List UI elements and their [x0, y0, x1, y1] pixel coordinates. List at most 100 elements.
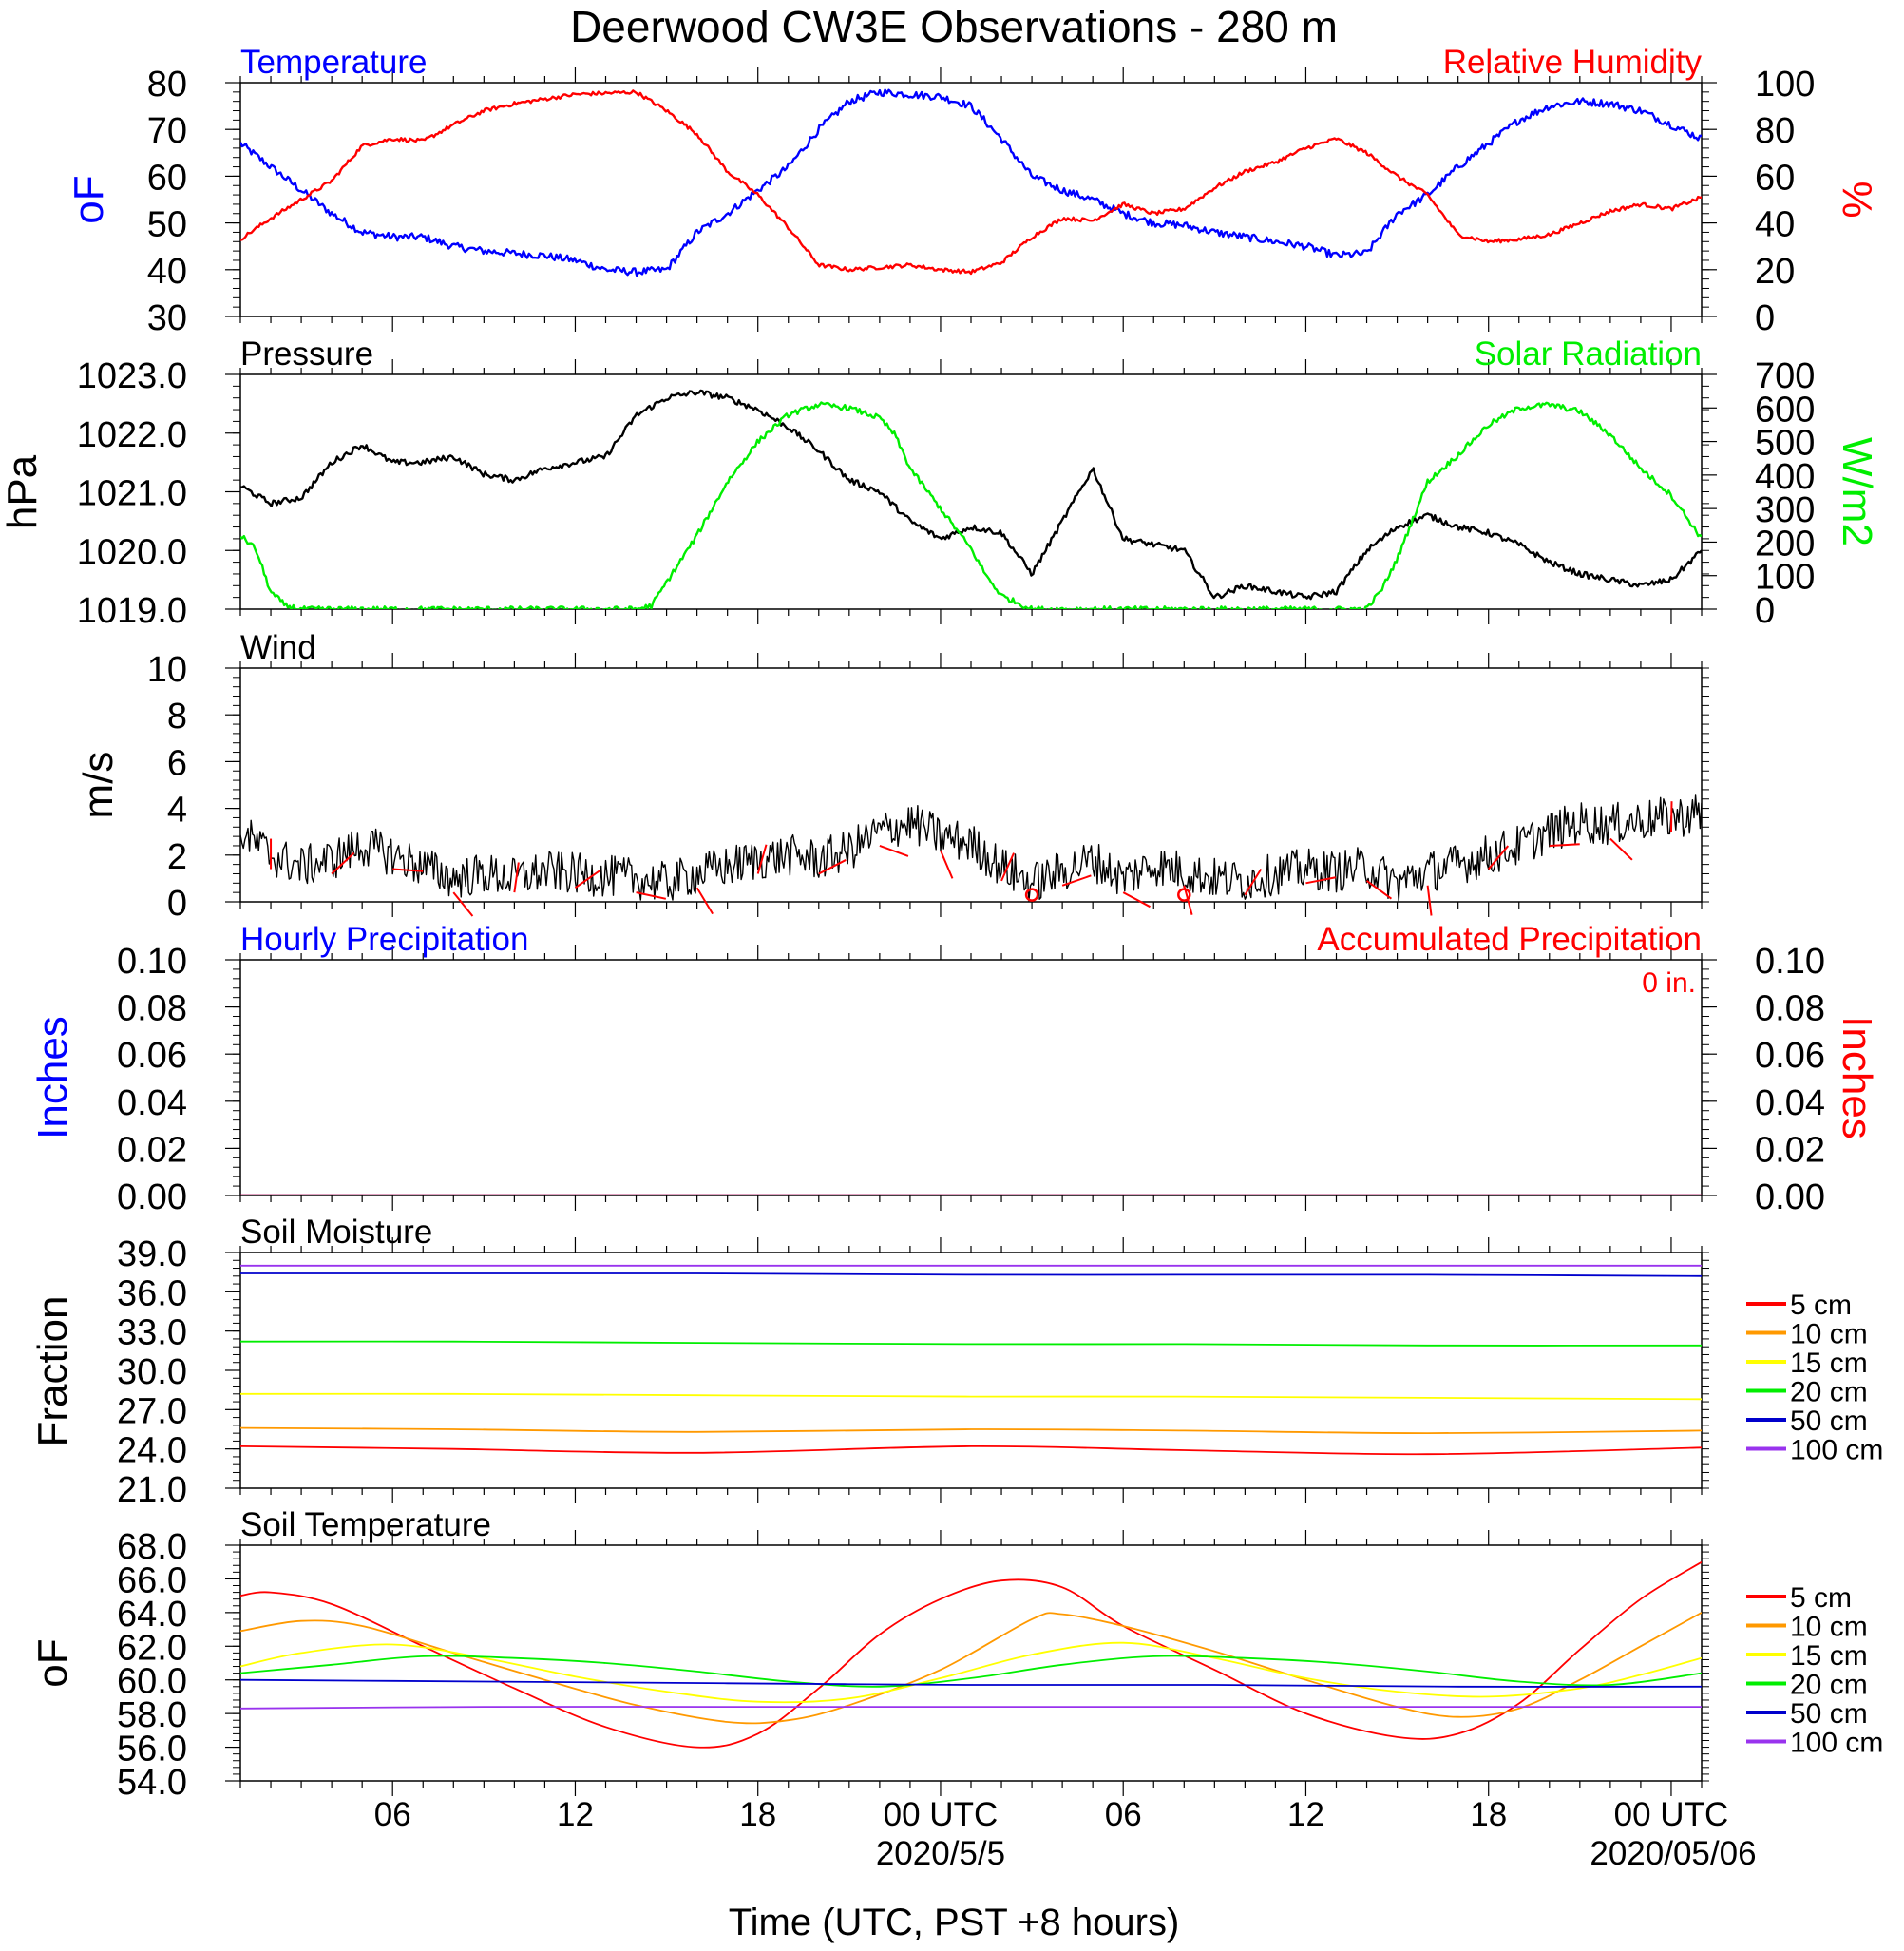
- x-tick-label: 00 UTC: [1614, 1796, 1729, 1833]
- y-tick-label: 80: [147, 65, 187, 105]
- y-tick-label: 10: [147, 650, 187, 690]
- y-tick-label: 6: [167, 743, 187, 783]
- wind-barb: [940, 850, 954, 879]
- x-tick-label: 12: [1287, 1796, 1324, 1833]
- y-right-tick-label: 20: [1755, 252, 1795, 292]
- wind-barb: [1305, 876, 1337, 885]
- panel-label-left: Temperature: [240, 44, 427, 81]
- time-axis-label: Time (UTC, PST +8 hours): [729, 1902, 1180, 1943]
- wind-barb: [574, 870, 601, 889]
- series-line-20-cm: [240, 1340, 1702, 1347]
- y-axis-unit: hPa: [0, 454, 46, 529]
- y-axis-unit-right: %: [1834, 181, 1880, 218]
- panel-label-left: Wind: [240, 629, 316, 666]
- wind-barb: [1365, 880, 1393, 900]
- panel-label-left: Hourly Precipitation: [240, 921, 528, 958]
- y-axis-unit: oF: [29, 1638, 76, 1687]
- series-line-10-cm: [240, 1612, 1702, 1725]
- wind-barb: [1487, 845, 1510, 870]
- y-right-tick-label: 400: [1755, 457, 1815, 497]
- panel-label-right: Accumulated Precipitation: [1317, 921, 1702, 958]
- plot-frame: [239, 959, 1703, 1196]
- series-line-solar-radiation: [240, 401, 1702, 609]
- legend-label: 100 cm: [1790, 1435, 1883, 1466]
- y-tick-label: 66.0: [117, 1560, 187, 1600]
- y-axis-unit: oF: [66, 175, 112, 223]
- y-tick-label: 70: [147, 111, 187, 151]
- panel-label-left: Pressure: [240, 335, 373, 373]
- series-line-10-cm: [240, 1426, 1702, 1434]
- y-right-tick-label: 200: [1755, 524, 1815, 564]
- y-right-tick-label: 0.04: [1755, 1083, 1825, 1123]
- y-tick-label: 1019.0: [77, 591, 187, 631]
- wind-barb: [1669, 801, 1673, 832]
- y-tick-label: 60.0: [117, 1662, 187, 1702]
- x-tick-label: 18: [1470, 1796, 1507, 1833]
- figure-title: Deerwood CW3E Observations - 280 m: [570, 2, 1338, 51]
- y-right-tick-label: 700: [1755, 356, 1815, 396]
- series-line-temperature: [240, 88, 1702, 277]
- y-right-tick-label: 0.02: [1755, 1130, 1825, 1170]
- y-tick-label: 68.0: [117, 1527, 187, 1567]
- series-group: [240, 1264, 1702, 1456]
- legend-label: 50 cm: [1790, 1698, 1868, 1730]
- wind-barb: [1426, 885, 1433, 916]
- y-tick-label: 39.0: [117, 1234, 187, 1274]
- wind-barb: [1609, 837, 1633, 861]
- series-line-50-cm: [240, 1272, 1702, 1277]
- panel-wind: 0 2 4 6 8 10 Wind m/s: [75, 629, 1709, 924]
- y-right-tick-label: 100: [1755, 65, 1815, 105]
- series-group: [240, 794, 1702, 902]
- x-date-label: 2020/05/06: [1590, 1835, 1756, 1872]
- y-tick-label: 4: [167, 791, 187, 831]
- y-tick-label: 36.0: [117, 1273, 187, 1313]
- series-line-20-cm: [240, 1655, 1702, 1688]
- y-tick-label: 27.0: [117, 1391, 187, 1431]
- y-right-tick-label: 100: [1755, 558, 1815, 598]
- y-axis-unit-right: W/m2: [1834, 437, 1880, 546]
- y-tick-label: 62.0: [117, 1628, 187, 1668]
- y-tick-label: 0: [167, 884, 187, 924]
- y-tick-label: 30: [147, 298, 187, 338]
- x-tick-label: 00 UTC: [884, 1796, 999, 1833]
- y-right-tick-label: 60: [1755, 158, 1795, 198]
- panel-temperature-humidity: 30 40 50 60 70 80 0 20 40 60 80 100 Temperature Relat…: [66, 44, 1880, 338]
- calm-marker: [1024, 888, 1039, 902]
- panel-precipitation: 0.00 0.02 0.04 0.06 0.08 0.10 0.00 0.02 0.04 0.06…: [29, 921, 1880, 1217]
- legend-label: 5 cm: [1790, 1582, 1852, 1614]
- legend-label: 10 cm: [1790, 1612, 1868, 1643]
- y-right-tick-label: 0.00: [1755, 1177, 1825, 1217]
- y-axis-unit-right: Inches: [1834, 1016, 1880, 1139]
- panel-soil-temperature: 54.056.058.060.062.064.066.068.0 Soil Tem…: [29, 1506, 1883, 1803]
- series-line-wind: [240, 794, 1702, 902]
- panel-label-left: Soil Temperature: [240, 1506, 491, 1543]
- y-axis-unit: Inches: [29, 1016, 76, 1139]
- plot-frame: [239, 373, 1703, 610]
- x-tick-label: 06: [1105, 1796, 1142, 1833]
- y-tick-label: 1021.0: [77, 474, 187, 514]
- legend-label: 20 cm: [1790, 1377, 1868, 1408]
- y-tick-label: 1020.0: [77, 532, 187, 572]
- y-tick-label: 1023.0: [77, 356, 187, 396]
- legend-label: 5 cm: [1790, 1290, 1852, 1321]
- y-tick-label: 56.0: [117, 1730, 187, 1769]
- y-tick-label: 50: [147, 205, 187, 245]
- y-axis-unit: Fraction: [29, 1296, 76, 1447]
- y-tick-label: 8: [167, 697, 187, 736]
- wind-barb: [1244, 868, 1263, 896]
- y-tick-label: 0.10: [117, 942, 187, 982]
- series-line-5-cm: [240, 1560, 1702, 1749]
- series-group: [240, 1560, 1702, 1749]
- wind-barb: [331, 851, 355, 875]
- y-tick-label: 54.0: [117, 1763, 187, 1803]
- wind-barb: [513, 862, 520, 893]
- accumulated-total: 0 in.: [1642, 967, 1696, 999]
- wind-barb: [1000, 852, 1015, 882]
- x-tick-label: 06: [374, 1796, 411, 1833]
- wind-barb: [695, 887, 714, 915]
- y-tick-label: 2: [167, 837, 187, 877]
- y-right-tick-label: 0.08: [1755, 989, 1825, 1029]
- y-right-tick-label: 0: [1755, 591, 1775, 631]
